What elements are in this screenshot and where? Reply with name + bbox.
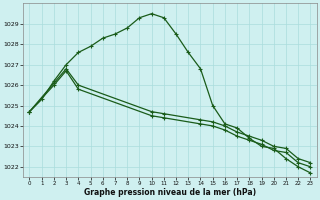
X-axis label: Graphe pression niveau de la mer (hPa): Graphe pression niveau de la mer (hPa): [84, 188, 256, 197]
